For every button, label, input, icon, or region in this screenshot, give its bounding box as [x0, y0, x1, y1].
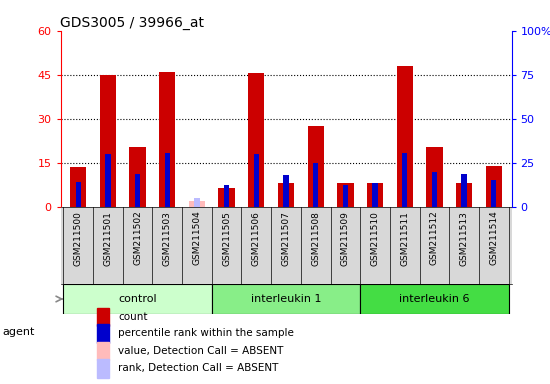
Bar — [248, 73, 265, 207]
Text: agent: agent — [3, 327, 35, 337]
Text: GSM211514: GSM211514 — [489, 211, 498, 265]
Bar — [224, 185, 229, 207]
Bar — [105, 154, 111, 207]
Bar — [313, 163, 318, 207]
Text: interleukin 1: interleukin 1 — [251, 294, 321, 304]
Bar — [212, 284, 360, 314]
Bar — [254, 154, 259, 207]
Bar — [402, 153, 408, 207]
Bar — [97, 359, 109, 377]
Text: percentile rank within the sample: percentile rank within the sample — [118, 328, 294, 338]
Bar — [360, 284, 509, 314]
Bar — [100, 75, 116, 207]
Bar — [307, 126, 324, 207]
Bar — [343, 185, 348, 207]
Text: GSM211506: GSM211506 — [252, 211, 261, 266]
Bar — [218, 188, 235, 207]
Text: rank, Detection Call = ABSENT: rank, Detection Call = ABSENT — [118, 363, 279, 373]
Text: control: control — [118, 294, 157, 304]
Bar — [129, 147, 146, 207]
Text: value, Detection Call = ABSENT: value, Detection Call = ABSENT — [118, 346, 284, 356]
Bar — [372, 183, 378, 207]
Bar — [491, 180, 496, 207]
Bar — [164, 153, 170, 207]
Bar — [367, 183, 383, 207]
Bar — [76, 182, 81, 207]
Text: count: count — [118, 312, 148, 322]
Text: interleukin 6: interleukin 6 — [399, 294, 470, 304]
Text: GSM211503: GSM211503 — [163, 211, 172, 266]
Bar — [486, 166, 502, 207]
Bar — [97, 324, 109, 343]
Text: GSM211508: GSM211508 — [311, 211, 320, 266]
Bar — [97, 308, 109, 326]
Text: GSM211512: GSM211512 — [430, 211, 439, 265]
Text: GSM211505: GSM211505 — [222, 211, 231, 266]
Bar — [97, 342, 109, 360]
Bar — [135, 174, 140, 207]
Text: GSM211511: GSM211511 — [400, 211, 409, 266]
Bar — [456, 183, 472, 207]
Text: GSM211500: GSM211500 — [74, 211, 83, 266]
Text: GSM211504: GSM211504 — [192, 211, 201, 265]
Bar — [461, 174, 467, 207]
Bar — [432, 172, 437, 207]
Bar — [337, 183, 354, 207]
Text: GSM211510: GSM211510 — [371, 211, 380, 266]
Text: GSM211509: GSM211509 — [341, 211, 350, 266]
Text: GSM211501: GSM211501 — [103, 211, 112, 266]
Bar — [159, 72, 175, 207]
Text: GSM211513: GSM211513 — [460, 211, 469, 266]
Bar — [63, 284, 212, 314]
Text: GDS3005 / 39966_at: GDS3005 / 39966_at — [60, 16, 205, 30]
Text: GSM211502: GSM211502 — [133, 211, 142, 265]
Bar — [426, 147, 443, 207]
Bar — [194, 198, 200, 207]
Bar — [189, 201, 205, 207]
Text: GSM211507: GSM211507 — [282, 211, 290, 266]
Bar — [278, 183, 294, 207]
Bar — [70, 167, 86, 207]
Bar — [283, 175, 289, 207]
Bar — [397, 66, 413, 207]
